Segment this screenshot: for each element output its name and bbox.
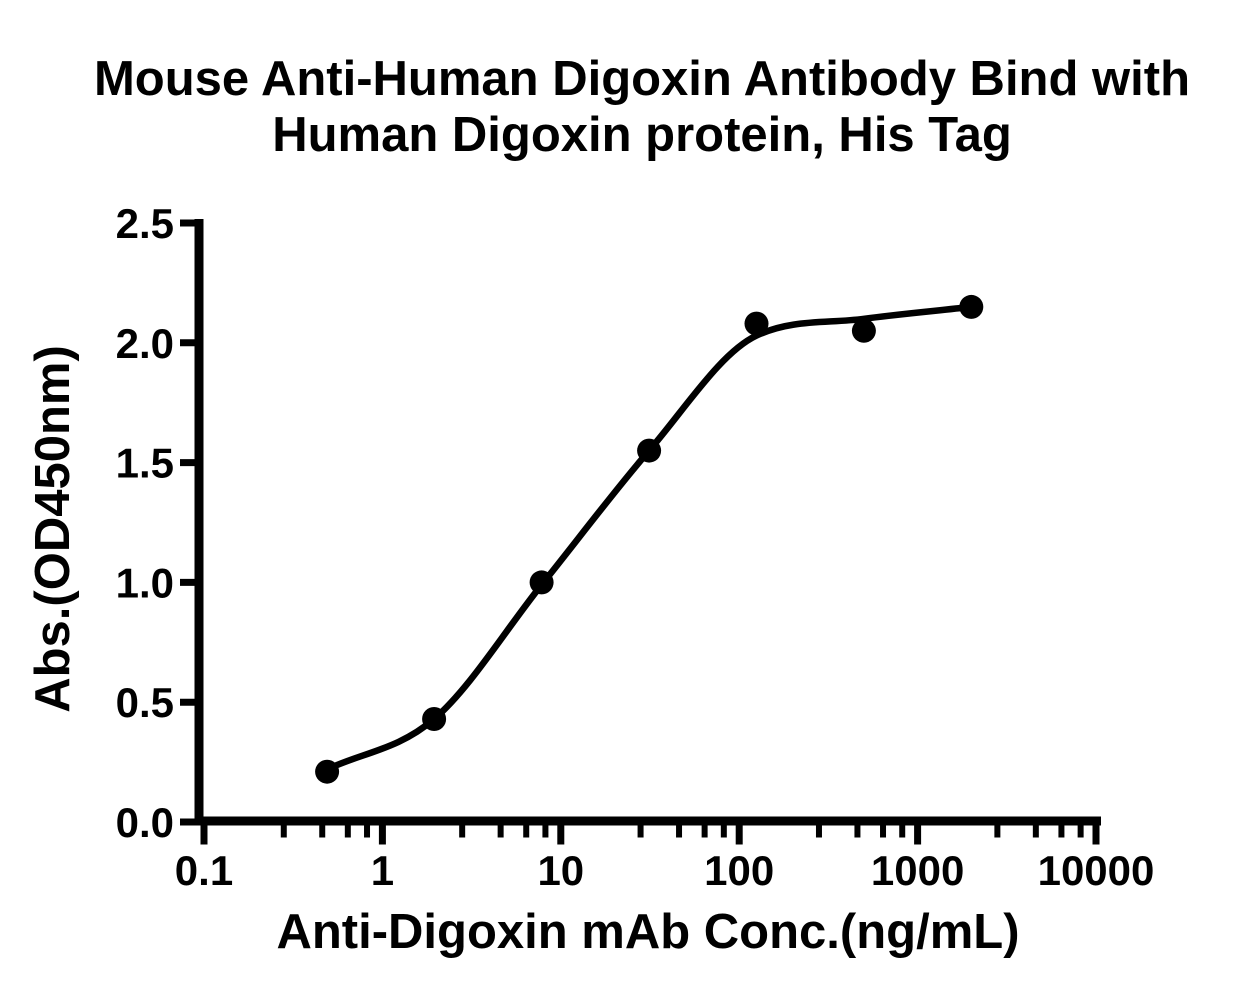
y-axis-title: Abs.(OD450nm): [26, 345, 80, 713]
fit-curve: [323, 303, 975, 773]
x-tick-label: 10000: [1038, 847, 1155, 894]
chart-title-line-2: Human Digoxin protein, His Tag: [272, 108, 1012, 162]
y-tick-label: 0.5: [116, 679, 174, 726]
x-tick-label: 0.1: [175, 847, 233, 894]
x-axis-title: Anti-Digoxin mAb Conc.(ng/mL): [276, 905, 1019, 959]
data-point: [315, 759, 340, 784]
data-point: [851, 318, 876, 343]
axes: 0.0 0.5 1.0 1.5 2.0 2.5 0.1 1 10 100 1000 10000: [116, 200, 1155, 894]
chart-title-line-1: Mouse Anti-Human Digoxin Antibody Bind w…: [94, 52, 1190, 106]
data-point: [529, 570, 554, 595]
fit-curve-layer: [323, 303, 975, 773]
x-tick-label: 1000: [871, 847, 964, 894]
y-tick-label: 1.5: [116, 440, 174, 487]
y-tick-label: 2.5: [116, 200, 174, 247]
y-tick-label: 1.0: [116, 559, 174, 606]
data-point: [637, 438, 662, 463]
x-tick-label: 10: [537, 847, 584, 894]
data-points-layer: [315, 294, 984, 784]
y-tick-label: 2.0: [116, 320, 174, 367]
data-point: [959, 294, 984, 319]
y-tick-label: 0.0: [116, 799, 174, 846]
data-point: [744, 311, 769, 336]
data-point: [422, 707, 447, 731]
x-tick-label: 1: [371, 847, 394, 894]
x-tick-label: 100: [704, 847, 774, 894]
